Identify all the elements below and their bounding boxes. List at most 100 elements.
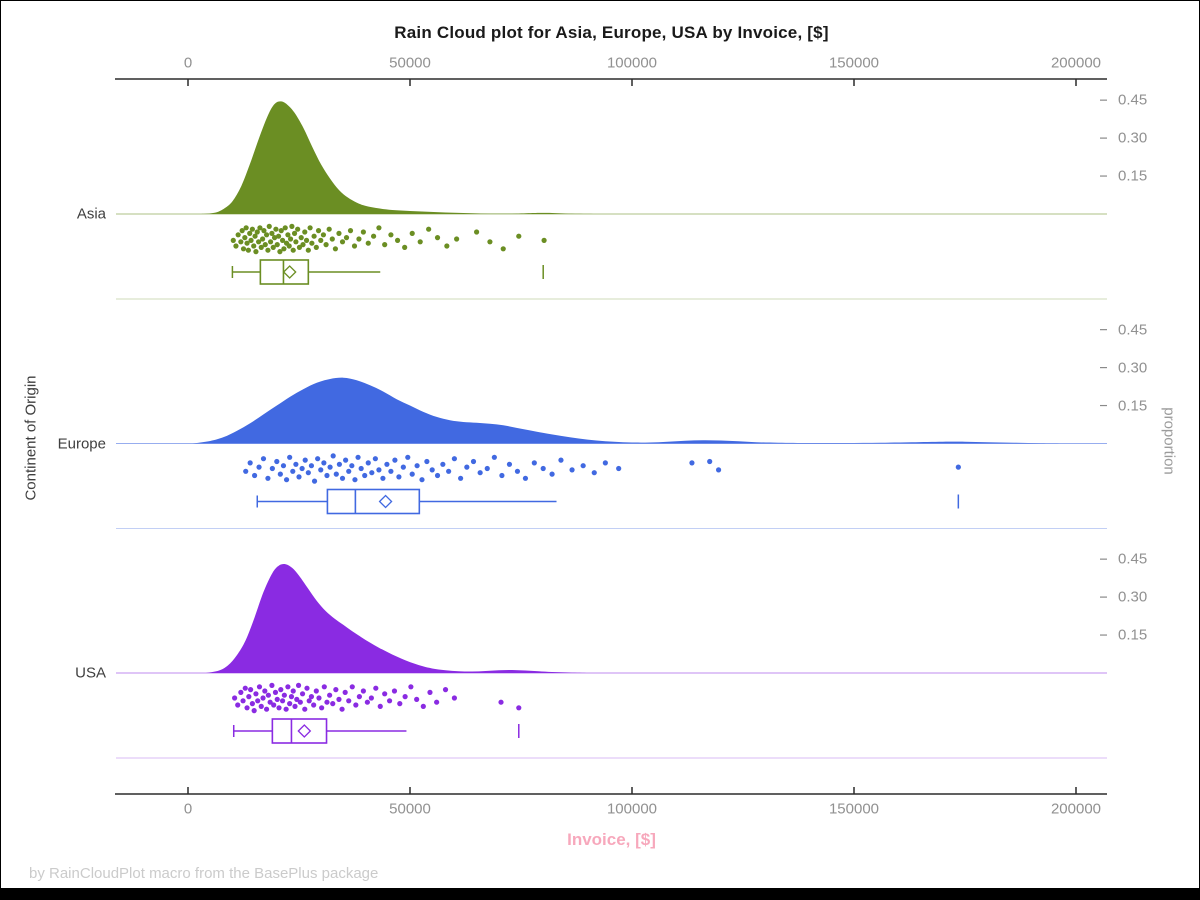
- mean-diamond: [378, 494, 393, 509]
- box: [271, 718, 328, 744]
- jitter-point: [339, 239, 346, 245]
- jitter-point: [558, 457, 564, 463]
- jitter-point: [323, 242, 329, 248]
- jitter-point: [499, 472, 505, 479]
- jitter-point: [484, 465, 490, 472]
- jitter-point: [365, 240, 371, 246]
- jitter-point: [541, 237, 547, 243]
- proportion-tick-label: 0.30: [1118, 588, 1148, 606]
- jitter-point: [281, 692, 287, 698]
- category-label-europe: Europe: [57, 435, 106, 452]
- jitter-point: [349, 684, 355, 690]
- jitter-point: [303, 237, 310, 243]
- jitter-point: [434, 235, 441, 241]
- jitter-point: [267, 699, 273, 705]
- jitter-point: [336, 461, 343, 467]
- jitter-point: [318, 237, 324, 243]
- jitter-point: [305, 247, 311, 253]
- jitter-point: [388, 468, 394, 474]
- y-axis-label-right: proportion: [1160, 407, 1178, 475]
- jitter-point: [260, 456, 267, 462]
- jitter-point: [470, 458, 477, 465]
- jitter-point: [715, 467, 722, 473]
- jitter-point: [370, 233, 377, 239]
- jitter-point: [267, 239, 274, 245]
- jitter-point: [265, 247, 271, 253]
- jitter-point: [339, 475, 346, 481]
- jitter-point: [282, 225, 288, 231]
- proportion-tick-label: 0.30: [1118, 129, 1148, 147]
- jitter-point: [285, 684, 291, 690]
- jitter-point: [304, 685, 310, 691]
- x-axis-label: Invoice, [$]: [567, 830, 656, 849]
- jitter-point: [290, 688, 296, 694]
- jitter-point: [266, 223, 272, 229]
- jitter-point: [332, 246, 339, 252]
- jitter-point: [265, 475, 271, 481]
- jitter-point: [311, 702, 317, 708]
- jitter-point: [251, 708, 257, 714]
- jitter-point: [707, 458, 713, 465]
- jitter-point: [240, 246, 247, 252]
- top-x-tick-label: 100000: [606, 54, 658, 72]
- jitter-point: [271, 702, 277, 708]
- jitter-point: [279, 698, 286, 704]
- jitter-point: [419, 477, 425, 483]
- jitter-point: [274, 242, 280, 248]
- jitter-point: [580, 463, 586, 469]
- jitter-point: [333, 687, 339, 693]
- jitter-point: [360, 229, 366, 235]
- jitter-point: [402, 244, 408, 250]
- jitter-point: [254, 229, 260, 235]
- jitter-point: [253, 691, 259, 697]
- jitter-point: [364, 699, 370, 705]
- jitter-point: [316, 695, 322, 701]
- jitter-point: [278, 687, 284, 693]
- jitter-point: [540, 465, 546, 472]
- jitter-point: [355, 454, 361, 460]
- jitter-point: [292, 703, 298, 710]
- jitter-point: [336, 696, 342, 703]
- jitter-point: [330, 453, 336, 459]
- jitter-point: [955, 464, 961, 470]
- jitter-point: [514, 468, 521, 474]
- jitter-point: [434, 699, 440, 705]
- jitter-point: [362, 472, 368, 479]
- jitter-point: [305, 470, 311, 476]
- mean-diamond: [282, 265, 297, 279]
- jitter-point: [247, 230, 253, 236]
- jitter-point: [602, 460, 608, 466]
- jitter-point: [315, 228, 322, 234]
- jitter-point: [287, 236, 294, 242]
- jitter-point: [376, 225, 382, 231]
- jitter-point: [327, 464, 333, 470]
- jitter-point: [299, 465, 305, 472]
- box: [326, 488, 421, 515]
- jitter-point: [321, 684, 327, 690]
- jitter-point: [474, 229, 480, 235]
- jitter-point: [269, 230, 275, 236]
- jitter-point: [290, 247, 296, 253]
- jitter-point: [286, 243, 292, 249]
- jitter-point: [311, 233, 317, 239]
- jitter-point: [339, 706, 345, 712]
- jitter-point: [306, 698, 312, 704]
- jitter-point: [238, 689, 244, 696]
- jitter-point: [330, 701, 336, 707]
- jitter-point: [246, 694, 252, 700]
- jitter-point: [311, 478, 318, 484]
- jitter-point: [285, 232, 291, 238]
- attribution-note: by RainCloudPlot macro from the BasePlus…: [29, 865, 379, 882]
- jitter-point: [346, 698, 352, 704]
- jitter-point: [244, 240, 250, 246]
- top-x-tick-label: 200000: [1050, 54, 1102, 72]
- jitter-point: [408, 684, 414, 690]
- jitter-point: [255, 239, 262, 245]
- jitter-point: [258, 244, 264, 250]
- jitter-point: [377, 703, 383, 710]
- jitter-point: [569, 467, 575, 473]
- jitter-point: [240, 698, 246, 704]
- jitter-point: [427, 689, 433, 696]
- proportion-tick-label: 0.15: [1118, 167, 1148, 185]
